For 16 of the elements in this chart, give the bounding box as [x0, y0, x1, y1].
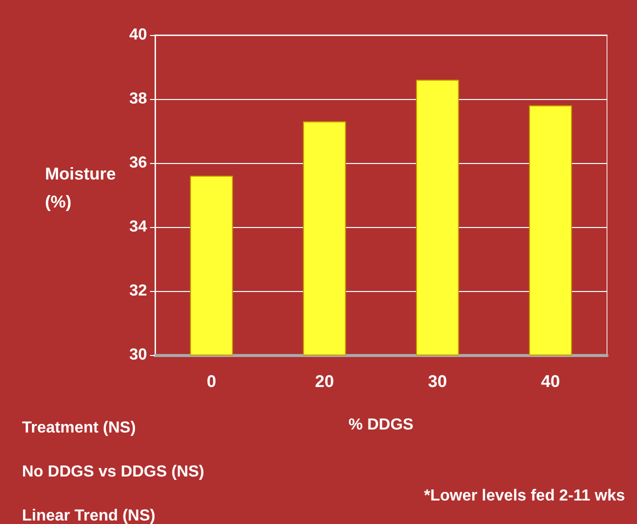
text: No DDGS vs DDGS (NS): [22, 464, 204, 480]
y-tick-label: 40: [129, 26, 148, 44]
text: Linear Trend (NS): [22, 508, 156, 524]
x-tick-label: 20: [315, 372, 334, 391]
text: Treatment (NS): [22, 420, 136, 436]
x-axis-title: % DDGS: [348, 416, 414, 434]
y-tick-label: 34: [129, 218, 148, 236]
x-tick-label: 30: [428, 372, 447, 391]
y-tick-label: 36: [129, 154, 148, 172]
x-tick-label: 40: [541, 372, 560, 391]
y-tick-label: 30: [129, 346, 148, 364]
text: *Lower levels fed 2-11 wks: [424, 488, 626, 504]
y-axis-title: Moisture (%): [45, 164, 116, 212]
y-tick-label: 38: [129, 90, 148, 108]
y-tick-label: 32: [129, 282, 148, 300]
x-tick-label: 0: [206, 372, 216, 391]
